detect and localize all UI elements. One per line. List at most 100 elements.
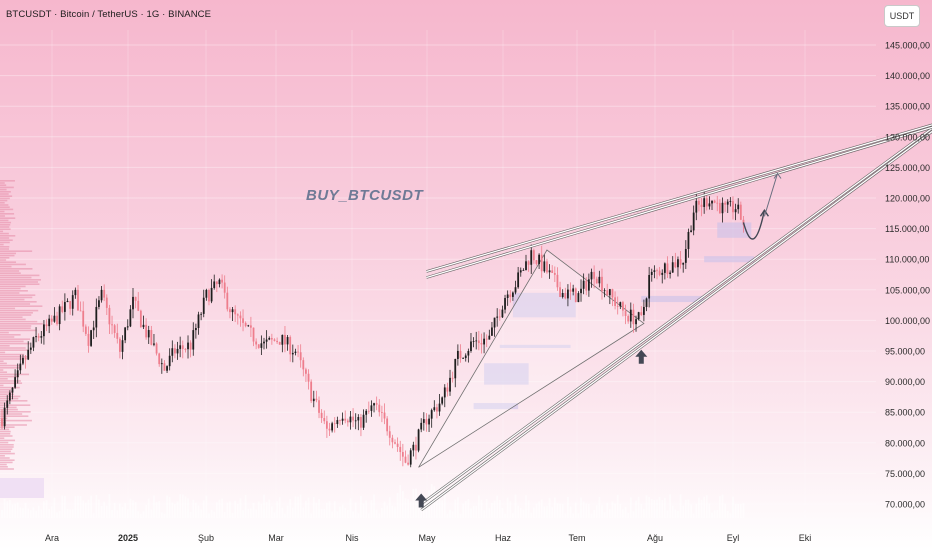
volume-profile-bar: [0, 338, 31, 340]
order-block-zone: [473, 403, 519, 410]
candle-body: [690, 230, 692, 232]
candle-body: [407, 462, 409, 465]
volume-bar: [548, 497, 551, 518]
candle-body: [532, 250, 535, 261]
volume-bar: [601, 505, 603, 518]
volume-bar: [213, 511, 216, 518]
buy-arrow-icon: [415, 493, 428, 508]
volume-profile-bar: [0, 373, 30, 376]
volume-bar: [648, 496, 651, 518]
volume-profile-bar: [0, 283, 40, 285]
candle-body: [79, 310, 82, 312]
candle-body: [257, 344, 260, 348]
candle-body: [273, 339, 276, 341]
volume-profile-bar: [0, 193, 9, 195]
candle-body: [163, 363, 166, 371]
volume-bar: [669, 494, 671, 518]
candle-body: [716, 202, 719, 204]
volume-bar: [721, 494, 724, 518]
volume-bar: [378, 513, 381, 518]
volume-bar: [493, 500, 496, 518]
candle-body: [598, 276, 601, 284]
volume-bar: [197, 505, 200, 518]
candle-body: [297, 351, 299, 353]
volume-bar: [464, 500, 467, 518]
time-axis[interactable]: Ara 2025 Şub Mar Nis May Haz Tem Ağu Eyl Eki: [45, 533, 915, 550]
volume-profile-bar: [0, 307, 16, 310]
volume-profile-bar: [0, 184, 7, 186]
volume-bar: [234, 500, 237, 518]
volume-profile-bar: [0, 468, 14, 470]
volume-bar: [483, 510, 485, 518]
candle-body: [370, 405, 373, 411]
volume-bar: [77, 495, 79, 518]
volume-bar: [95, 494, 98, 518]
volume-bar: [205, 495, 208, 518]
candle-body: [14, 377, 16, 388]
volume-bar: [619, 503, 622, 518]
volume-profile-bar: [0, 221, 12, 224]
time-tick-label: Ara: [45, 533, 59, 543]
wedge-trendlines[interactable]: [420, 123, 932, 512]
candle-body: [66, 300, 69, 303]
volume-bar: [98, 499, 100, 518]
volume-profile-bar: [0, 457, 10, 459]
volume-bar: [16, 502, 19, 518]
candle-body: [603, 290, 606, 292]
candle-body: [629, 309, 632, 322]
price-tick-label: 100.000,00: [885, 316, 930, 326]
volume-bar: [684, 499, 687, 518]
candle-body: [595, 278, 598, 284]
volume-bar: [14, 503, 16, 518]
price-axis[interactable]: 145.000,00 140.000,00 135.000,00 130.000,00…: [885, 41, 930, 510]
volume-bar: [396, 493, 399, 518]
volume-bar: [87, 499, 90, 518]
volume-bar: [40, 509, 43, 518]
volume-profile-bar: [0, 406, 17, 409]
volume-bar: [462, 503, 465, 518]
candle-body: [29, 347, 32, 350]
volume-bar: [349, 498, 352, 518]
candle-body: [480, 343, 483, 345]
candle-body: [506, 294, 509, 298]
candle-body: [391, 437, 394, 443]
volume-bar: [362, 503, 365, 518]
volume-bar: [113, 502, 116, 518]
volume-profile-bar: [0, 415, 29, 417]
volume-bar: [119, 503, 121, 518]
order-block-zone: [484, 363, 529, 385]
volume-bar: [530, 512, 533, 518]
candle-body: [255, 341, 258, 345]
candle-body: [493, 317, 496, 328]
currency-button[interactable]: USDT: [884, 5, 920, 27]
candle-body: [32, 337, 35, 348]
volume-bar: [475, 505, 478, 518]
candle-body: [734, 209, 737, 213]
volume-profile-bar: [0, 437, 5, 439]
volume-bar: [121, 506, 124, 518]
candle-body: [108, 307, 111, 325]
volume-profile-bar: [0, 261, 17, 263]
volume-bar: [229, 501, 231, 518]
volume-bar: [331, 511, 334, 518]
volume-bar: [593, 509, 596, 518]
candle-body: [58, 306, 61, 325]
volume-profile-bar: [0, 312, 33, 314]
candle-body: [134, 296, 137, 301]
volume-bar: [145, 504, 147, 518]
volume-bar: [176, 501, 179, 518]
time-tick-label: Mar: [268, 533, 284, 543]
candle-body: [509, 294, 512, 297]
volume-profile-bar: [0, 367, 21, 369]
candle-body: [289, 337, 292, 355]
volume-bar: [194, 502, 197, 518]
candle-body: [218, 279, 221, 285]
volume-bar: [572, 513, 575, 518]
price-tick-label: 95.000,00: [885, 347, 925, 357]
volume-bar: [268, 499, 271, 518]
volume-profile-bar: [0, 426, 15, 428]
time-tick-label: 2025: [118, 533, 138, 543]
volume-profile-bar: [0, 371, 8, 373]
volume-bar: [674, 509, 677, 518]
